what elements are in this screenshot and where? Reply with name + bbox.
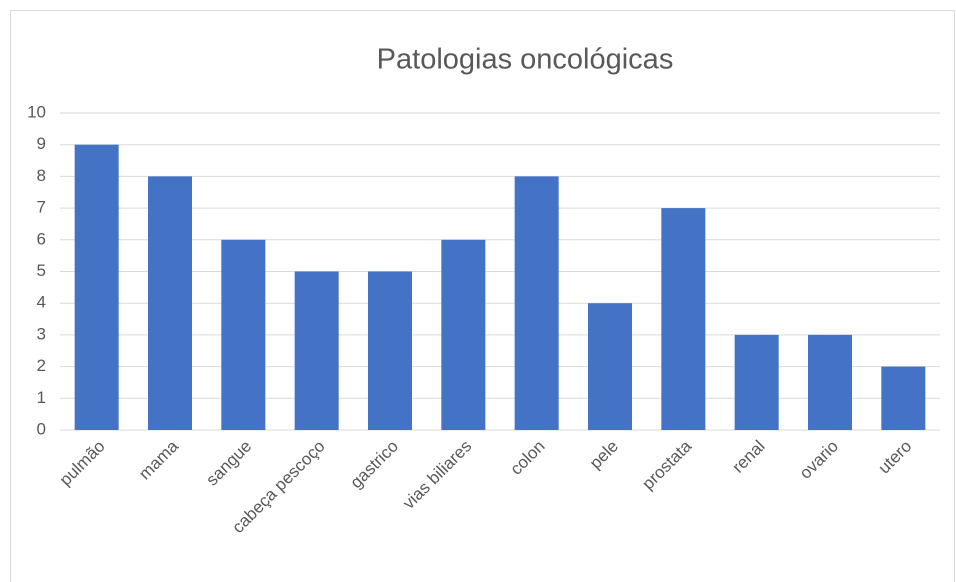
- y-tick-label: 2: [37, 356, 46, 375]
- bar: [148, 176, 192, 430]
- y-tick-label: 5: [37, 261, 46, 280]
- bar: [808, 334, 852, 430]
- y-tick-label: 6: [37, 229, 46, 248]
- bar: [881, 366, 926, 430]
- y-tick-label: 7: [37, 198, 46, 217]
- y-tick-label: 9: [37, 134, 46, 153]
- y-tick-label: 3: [37, 324, 46, 343]
- y-tick-label: 0: [37, 419, 46, 438]
- y-tick-label: 4: [37, 293, 46, 312]
- bar: [661, 208, 706, 430]
- bar: [74, 144, 119, 430]
- bar: [514, 176, 559, 430]
- bar: [368, 271, 412, 430]
- bar: [588, 303, 632, 430]
- y-tick-label: 8: [37, 166, 46, 185]
- bar: [441, 239, 486, 430]
- bar: [294, 271, 339, 430]
- chart-title: Patologias oncológicas: [377, 44, 674, 76]
- y-tick-label: 10: [27, 102, 46, 121]
- bar: [734, 334, 779, 430]
- bar: [221, 239, 266, 430]
- y-tick-label: 1: [37, 388, 46, 407]
